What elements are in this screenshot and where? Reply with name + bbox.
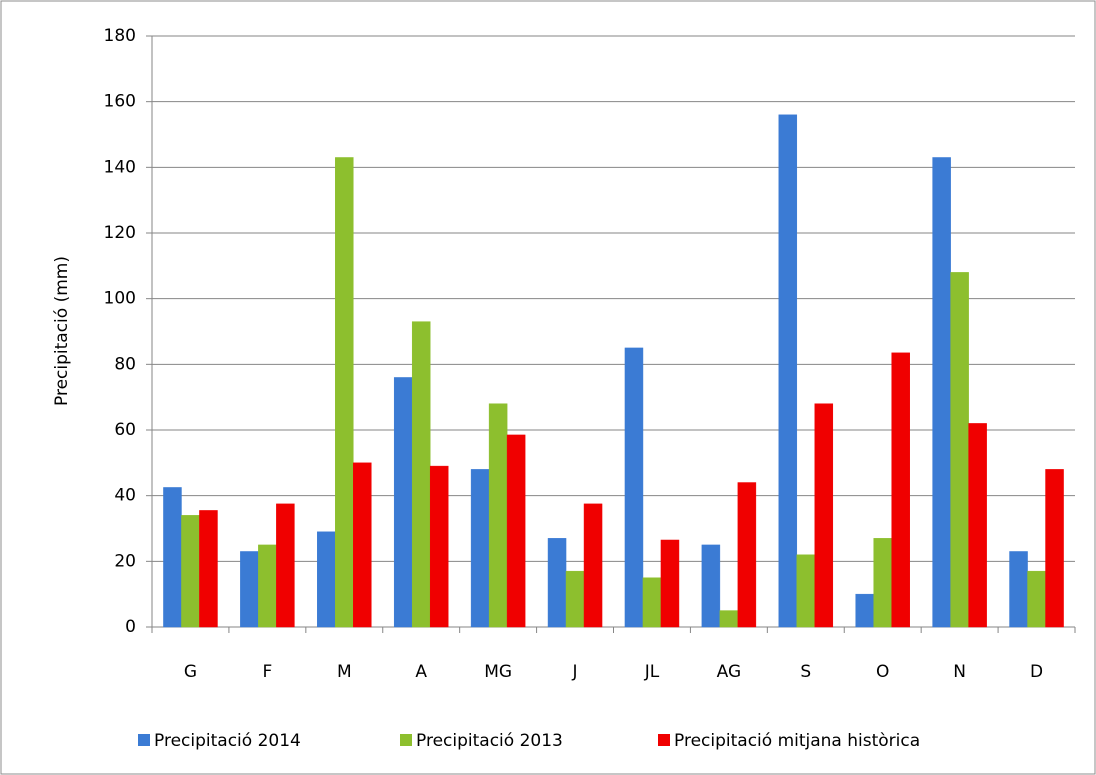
legend-swatch: [400, 734, 412, 746]
y-tick-label: 120: [104, 223, 136, 243]
bar: [181, 515, 200, 628]
y-tick-label: 40: [114, 486, 136, 506]
bar: [353, 462, 372, 628]
x-tick-label: MG: [484, 662, 512, 682]
x-tick-label: A: [415, 662, 427, 682]
bar: [814, 403, 834, 628]
bar: [796, 554, 816, 628]
bar: [488, 403, 508, 628]
x-tick-label: AG: [717, 662, 742, 682]
bar: [276, 503, 295, 628]
y-tick-label: 140: [104, 157, 136, 177]
bar: [968, 423, 987, 628]
bar: [1045, 469, 1064, 628]
bar: [258, 544, 277, 628]
bar: [719, 610, 739, 628]
bar: [429, 465, 449, 628]
bar: [317, 531, 336, 628]
bar: [506, 434, 526, 628]
legend-label: Precipitació 2014: [154, 731, 301, 751]
bar: [411, 321, 431, 628]
bar: [660, 539, 680, 628]
x-tick-label: O: [876, 662, 889, 682]
bar: [642, 577, 662, 628]
legend-swatch: [658, 734, 670, 746]
x-tick-label: G: [184, 662, 197, 682]
x-tick-label: N: [953, 662, 966, 682]
bar: [393, 377, 413, 628]
bar: [583, 503, 603, 628]
bar: [470, 469, 490, 628]
x-tick-label: M: [337, 662, 352, 682]
bar: [701, 544, 721, 628]
bar: [547, 538, 567, 628]
bar: [950, 272, 969, 628]
y-tick-label: 80: [114, 354, 136, 374]
bar: [932, 157, 951, 628]
legend-swatch: [138, 734, 150, 746]
x-tick-label: JL: [644, 662, 660, 682]
x-tick-label: D: [1030, 662, 1043, 682]
y-tick-label: 20: [114, 551, 136, 571]
y-tick-label: 100: [104, 289, 136, 309]
bar: [1027, 570, 1046, 628]
bar: [335, 157, 354, 628]
bar: [199, 510, 218, 628]
bar: [163, 487, 182, 628]
y-tick-label: 160: [104, 92, 136, 112]
x-tick-label: F: [262, 662, 272, 682]
bar: [240, 551, 259, 628]
x-tick-label: J: [572, 662, 578, 682]
y-tick-label: 0: [125, 617, 136, 637]
y-axis-label: Precipitació (mm): [52, 256, 72, 406]
bar: [891, 352, 910, 628]
y-tick-label: 180: [104, 26, 136, 46]
bar: [855, 593, 874, 628]
bar: [565, 570, 585, 628]
bar: [873, 538, 892, 628]
legend-label: Precipitació mitjana històrica: [674, 731, 920, 751]
bar: [1009, 551, 1028, 628]
bar: [778, 114, 798, 628]
y-tick-label: 60: [114, 420, 136, 440]
x-tick-label: S: [800, 662, 811, 682]
bar: [624, 347, 644, 628]
legend-label: Precipitació 2013: [416, 731, 563, 751]
bar: [737, 482, 757, 628]
